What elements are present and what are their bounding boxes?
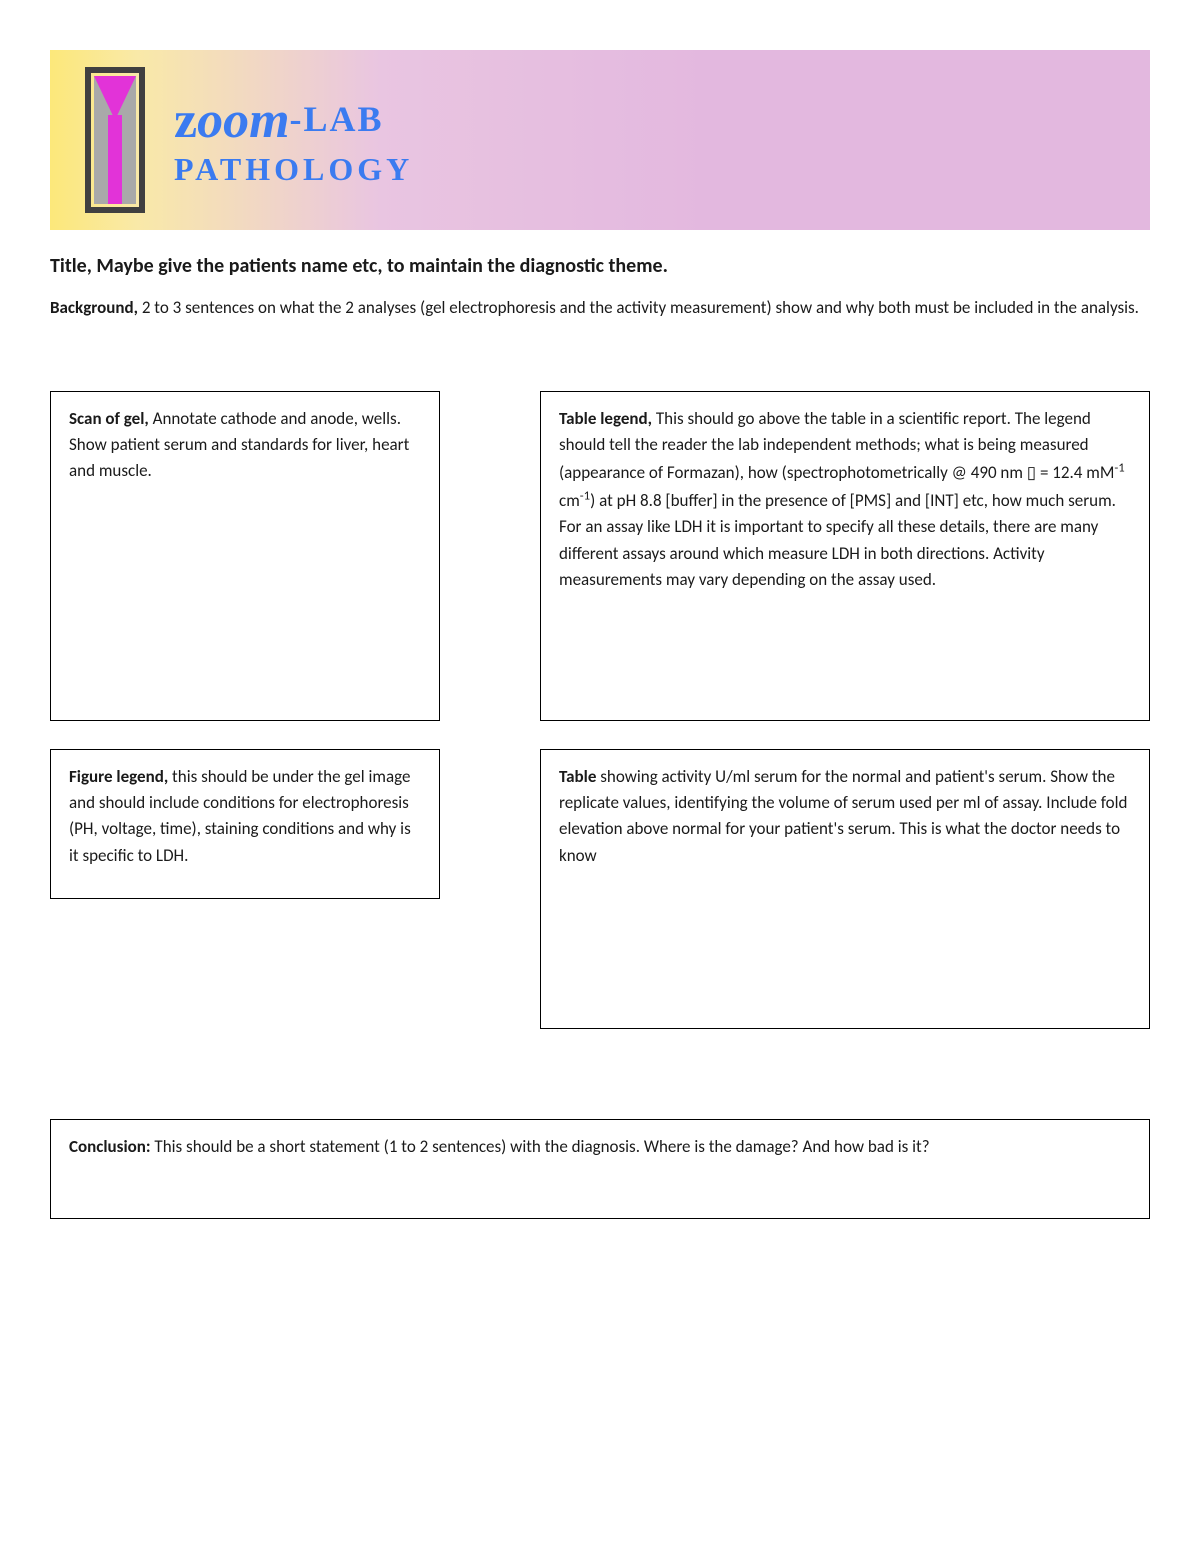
background-line: Background, 2 to 3 sentences on what the… <box>50 296 1150 321</box>
scan-lead: Scan of gel, <box>69 408 149 429</box>
table-legend-box: Table legend, This should go above the t… <box>540 391 1150 721</box>
title-body: Maybe give the patients name etc, to mai… <box>92 254 668 278</box>
table-body: showing activity U/ml serum for the norm… <box>559 766 1127 866</box>
background-body: 2 to 3 sentences on what the 2 analyses … <box>138 297 1139 318</box>
figure-legend-box: Figure legend, this should be under the … <box>50 749 440 899</box>
conclusion-box: Conclusion: This should be a short state… <box>50 1119 1150 1219</box>
background-lead: Background, <box>50 297 138 318</box>
logo-line2: PATHOLOGY <box>174 153 413 185</box>
figlegend-lead: Figure legend, <box>69 766 168 787</box>
title-lead: Title, <box>50 254 92 278</box>
tablelegend-lead: Table legend, <box>559 408 652 429</box>
logo-line1: zoom-LAB <box>174 95 413 147</box>
conclusion-lead: Conclusion: <box>69 1136 151 1157</box>
scan-of-gel-box: Scan of gel, Annotate cathode and anode,… <box>50 391 440 721</box>
table-lead: Table <box>559 766 596 787</box>
tablelegend-body: This should go above the table in a scie… <box>559 408 1125 590</box>
conclusion-body: This should be a short statement (1 to 2… <box>151 1136 930 1157</box>
table-box: Table showing activity U/ml serum for th… <box>540 749 1150 1029</box>
test-tube-icon <box>80 65 150 215</box>
title-line: Title, Maybe give the patients name etc,… <box>50 254 1150 278</box>
header-banner: zoom-LAB PATHOLOGY <box>50 50 1150 230</box>
logo-text: zoom-LAB PATHOLOGY <box>174 95 413 185</box>
